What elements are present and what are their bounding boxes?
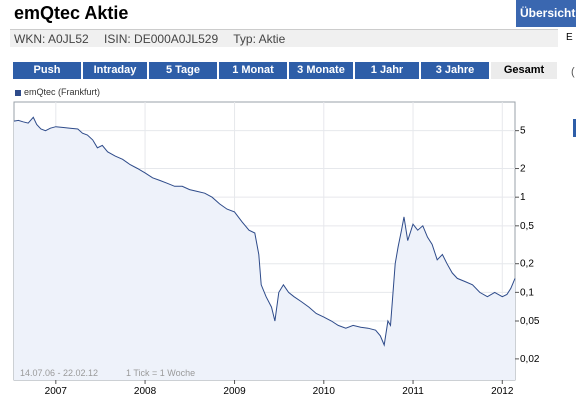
chart-legend: emQtec (Frankfurt): [15, 87, 100, 97]
y-tick-label: 2: [520, 164, 526, 175]
x-tick-label: 2011: [402, 386, 424, 397]
y-tick-label: 5: [520, 126, 526, 137]
series-area: [14, 117, 515, 381]
isin-text: ISIN: DE000A0JL529: [104, 32, 219, 46]
overview-button[interactable]: Übersicht: [516, 0, 576, 27]
x-tick-label: 2010: [313, 386, 336, 397]
y-tick-label: 0,02: [520, 354, 540, 365]
y-axis: 5 2 1 0,5 0,2 0,1 0,05 0,02: [515, 126, 540, 365]
tick-note-text: 1 Tick = 1 Woche: [126, 368, 195, 378]
x-tick-label: 2012: [491, 386, 514, 397]
tab-3-jahre[interactable]: 3 Jahre: [421, 62, 489, 79]
tab-intraday[interactable]: Intraday: [83, 62, 147, 79]
tab-gesamt[interactable]: Gesamt: [491, 62, 557, 79]
x-tick-label: 2009: [223, 386, 246, 397]
legend-swatch: [15, 89, 21, 96]
side-panel-paren: (: [571, 66, 575, 78]
tab-1-monat[interactable]: 1 Monat: [219, 62, 287, 79]
tab-push[interactable]: Push: [13, 62, 81, 79]
x-axis: 2007 2008 2009 2010 2011 2012: [45, 380, 514, 397]
y-tick-label: 1: [520, 192, 526, 203]
tab-1-jahr[interactable]: 1 Jahr: [355, 62, 419, 79]
page-title: emQtec Aktie: [14, 3, 129, 23]
date-range-text: 14.07.06 - 22.02.12: [20, 368, 98, 378]
tab-5-tage[interactable]: 5 Tage: [149, 62, 217, 79]
type-text: Typ: Aktie: [233, 32, 286, 46]
y-tick-label: 0,5: [520, 221, 534, 232]
y-tick-label: 0,1: [520, 287, 534, 298]
x-tick-label: 2007: [45, 386, 68, 397]
series-line: [13, 116, 516, 347]
instrument-meta: WKN: A0JL52 ISIN: DE000A0JL529 Typ: Akti…: [10, 29, 558, 47]
side-panel-letter: E: [566, 32, 573, 43]
x-tick-label: 2008: [134, 386, 157, 397]
wkn-text: WKN: A0JL52: [14, 32, 89, 46]
tab-3-monate[interactable]: 3 Monate: [289, 62, 353, 79]
y-tick-label: 0,2: [520, 259, 534, 270]
y-tick-label: 0,05: [520, 316, 540, 327]
side-panel-marker: [573, 119, 576, 137]
legend-label: emQtec (Frankfurt): [24, 87, 101, 97]
